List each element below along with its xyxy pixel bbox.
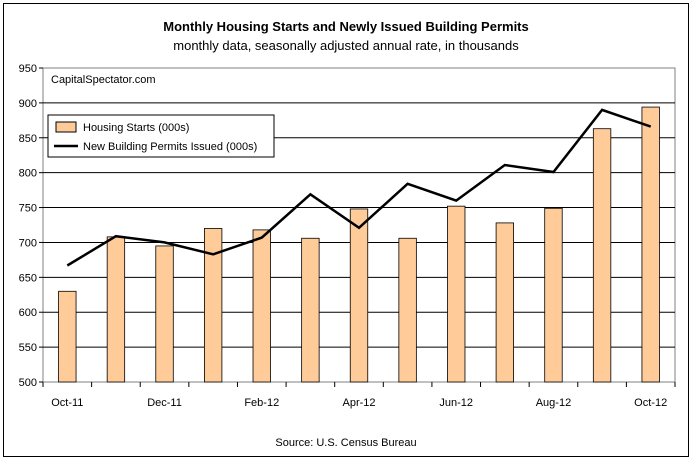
y-tick-label: 900 (19, 98, 37, 110)
y-tick-label: 850 (19, 133, 37, 145)
chart-subtitle: monthly data, seasonally adjusted annual… (173, 38, 519, 53)
y-tick-label: 650 (19, 272, 37, 284)
x-tick-label: Dec-11 (147, 397, 182, 409)
y-tick-label: 950 (19, 63, 37, 75)
chart-title: Monthly Housing Starts and Newly Issued … (163, 19, 529, 34)
y-axis: 500 550 600 650 700 750 800 850 900 950 (19, 63, 43, 389)
watermark: CapitalSpectator.com (51, 74, 156, 86)
y-tick-label: 800 (19, 168, 37, 180)
bar (301, 237, 320, 383)
x-tick-label: Apr-12 (342, 397, 375, 409)
source-note: Source: U.S. Census Bureau (275, 437, 416, 449)
x-tick-label: Jun-12 (439, 397, 473, 409)
series-line (66, 108, 652, 267)
bar-series (58, 106, 660, 383)
bar (204, 228, 223, 383)
bar (252, 229, 271, 383)
legend-label-permits: New Building Permits Issued (000s) (83, 141, 257, 153)
y-tick-label: 700 (19, 237, 37, 249)
bar (641, 106, 660, 383)
legend-label-housing-starts: Housing Starts (000s) (83, 122, 189, 134)
bar (398, 237, 417, 383)
y-tick-label: 750 (19, 203, 37, 215)
legend: Housing Starts (000s) New Building Permi… (47, 114, 275, 158)
legend-box (47, 114, 275, 158)
bar (106, 236, 126, 383)
line-series (66, 108, 652, 267)
legend-swatch-housing-starts (55, 121, 77, 133)
bar (495, 222, 514, 383)
y-tick-label: 600 (19, 307, 37, 319)
bar (155, 245, 174, 383)
x-tick-label: Aug-12 (536, 397, 571, 409)
y-tick-label: 500 (19, 377, 37, 389)
bar (592, 128, 612, 383)
x-tick-label: Feb-12 (244, 397, 279, 409)
x-tick-label: Oct-12 (634, 397, 667, 409)
x-axis: Oct-11 Dec-11 Feb-12 Apr-12 Jun-12 Aug-12 Oct-… (42, 382, 676, 409)
bar (447, 205, 466, 383)
y-tick-label: 550 (19, 342, 37, 354)
bar (58, 290, 77, 383)
bar (544, 207, 563, 383)
x-tick-label: Oct-11 (51, 397, 83, 409)
bar (349, 208, 369, 383)
